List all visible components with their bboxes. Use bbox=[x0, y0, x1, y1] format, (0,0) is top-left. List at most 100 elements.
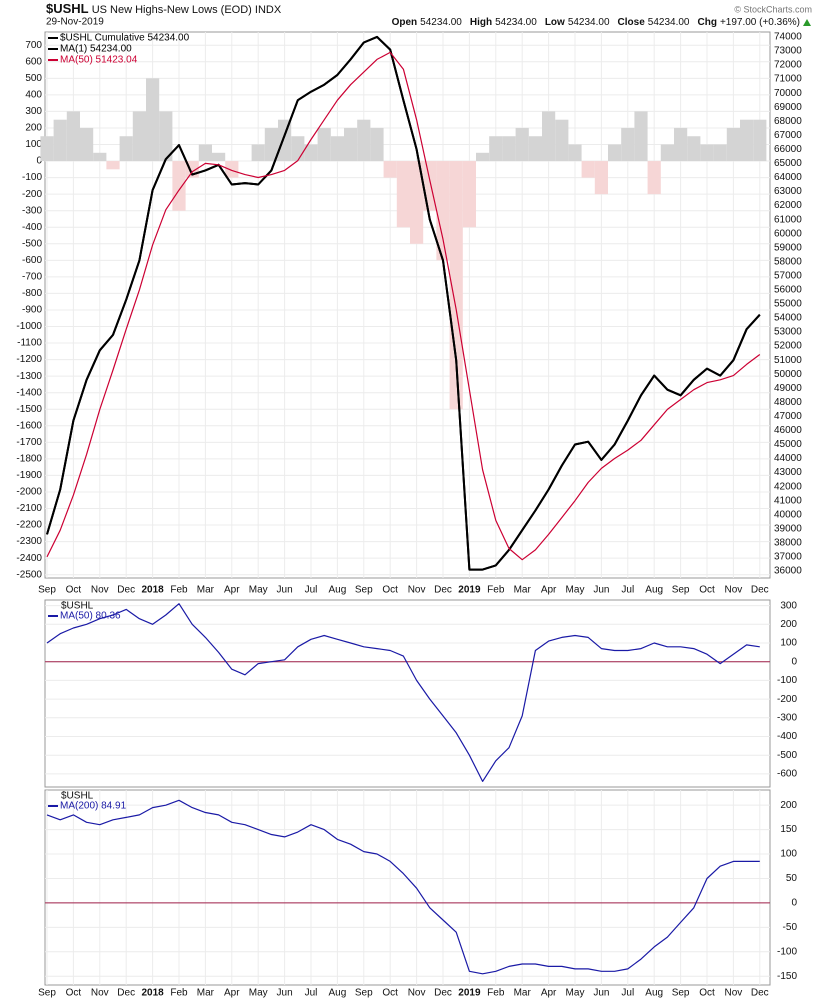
histogram-bar bbox=[317, 127, 331, 162]
x-tick-label: Dec bbox=[434, 585, 452, 596]
histogram-bar bbox=[502, 136, 516, 162]
y2-tick-label: 36000 bbox=[774, 566, 802, 577]
legend-title: $USHL bbox=[61, 791, 94, 802]
quote-value: 54234.00 bbox=[648, 17, 690, 28]
x-tick-label: Jul bbox=[305, 585, 318, 596]
y-tick-label: -2500 bbox=[16, 569, 42, 580]
histogram-bar bbox=[568, 144, 582, 162]
histogram-bar bbox=[172, 161, 186, 211]
series-line bbox=[46, 35, 761, 571]
y-tick-label: -1400 bbox=[16, 387, 42, 398]
legend-label: $USHL Cumulative 54234.00 bbox=[60, 33, 190, 44]
y-tick-label: -2300 bbox=[16, 536, 42, 547]
histogram-bar bbox=[674, 127, 688, 162]
histogram-bar bbox=[357, 119, 371, 162]
x-tick-label: Nov bbox=[91, 585, 109, 596]
histogram-bar bbox=[396, 161, 410, 228]
y2-tick-label: 55000 bbox=[774, 299, 802, 310]
date: 29-Nov-2019 bbox=[46, 17, 104, 28]
x-tick-label: Apr bbox=[541, 988, 557, 999]
x-tick-label: Aug bbox=[329, 585, 347, 596]
y2-tick-label: 50000 bbox=[774, 369, 802, 380]
histogram-bar bbox=[198, 144, 212, 162]
y2-tick-label: 69000 bbox=[774, 102, 802, 113]
histogram-bar bbox=[621, 127, 635, 162]
quote-label: High bbox=[470, 17, 492, 28]
y-tick-label: -500 bbox=[777, 750, 797, 761]
histogram-bar bbox=[410, 161, 424, 244]
y2-tick-label: 42000 bbox=[774, 481, 802, 492]
histogram-bar bbox=[700, 144, 714, 162]
histogram-bar bbox=[278, 119, 292, 162]
y-tick-label: -100 bbox=[777, 946, 797, 957]
histogram-bar bbox=[291, 136, 305, 162]
x-tick-label: Oct bbox=[66, 988, 82, 999]
histogram-bar bbox=[53, 119, 67, 162]
histogram-bar bbox=[132, 111, 146, 162]
y-tick-label: -100 bbox=[22, 172, 42, 183]
y-tick-label: -400 bbox=[22, 222, 42, 233]
y2-tick-label: 41000 bbox=[774, 495, 802, 506]
series-line bbox=[46, 799, 760, 975]
y-tick-label: -200 bbox=[22, 189, 42, 200]
y2-tick-label: 53000 bbox=[774, 327, 802, 338]
y-tick-label: 400 bbox=[25, 90, 42, 101]
y-tick-label: -1900 bbox=[16, 470, 42, 481]
histogram-bar bbox=[608, 144, 622, 162]
histogram-bar bbox=[515, 127, 529, 162]
y2-tick-label: 39000 bbox=[774, 523, 802, 534]
histogram-bar bbox=[713, 144, 727, 162]
x-tick-label: Sep bbox=[355, 988, 373, 999]
x-tick-label: May bbox=[249, 988, 268, 999]
histogram-bar bbox=[581, 161, 595, 178]
x-tick-label: Nov bbox=[91, 988, 109, 999]
y2-tick-label: 37000 bbox=[774, 552, 802, 563]
y2-tick-label: 47000 bbox=[774, 411, 802, 422]
histogram-bar bbox=[726, 127, 740, 162]
y-tick-label: 100 bbox=[780, 849, 797, 860]
y2-tick-label: 43000 bbox=[774, 467, 802, 478]
y2-tick-label: 56000 bbox=[774, 285, 802, 296]
y-tick-label: 200 bbox=[25, 123, 42, 134]
y-tick-label: -2000 bbox=[16, 487, 42, 498]
x-tick-label: 2018 bbox=[141, 585, 164, 596]
y2-tick-label: 61000 bbox=[774, 214, 802, 225]
histogram-bar bbox=[159, 111, 173, 162]
description: US New Highs-New Lows (EOD) bbox=[92, 4, 252, 16]
y-tick-label: -300 bbox=[777, 712, 797, 723]
y-tick-label: 300 bbox=[780, 600, 797, 611]
x-tick-label: Aug bbox=[645, 585, 663, 596]
x-tick-label: Jun bbox=[593, 585, 609, 596]
y-tick-label: -1700 bbox=[16, 437, 42, 448]
histogram-bar bbox=[146, 78, 160, 162]
histogram-bar bbox=[93, 152, 107, 162]
histogram-bar bbox=[489, 136, 503, 162]
y-tick-label: -2400 bbox=[16, 553, 42, 564]
x-tick-label: Dec bbox=[751, 585, 769, 596]
x-tick-label: Apr bbox=[541, 585, 557, 596]
y-tick-label: -1600 bbox=[16, 420, 42, 431]
y2-tick-label: 68000 bbox=[774, 116, 802, 127]
histogram-bar bbox=[449, 161, 463, 410]
y-tick-label: -2200 bbox=[16, 520, 42, 531]
x-tick-label: Oct bbox=[66, 585, 82, 596]
histogram-bar bbox=[40, 136, 54, 162]
x-tick-label: Dec bbox=[117, 988, 135, 999]
y-tick-label: 300 bbox=[25, 106, 42, 117]
y2-tick-label: 59000 bbox=[774, 242, 802, 253]
histogram-bar bbox=[119, 136, 133, 162]
panel-frame bbox=[44, 789, 771, 986]
y-tick-label: -300 bbox=[22, 205, 42, 216]
y-tick-label: -800 bbox=[22, 288, 42, 299]
y2-tick-label: 44000 bbox=[774, 453, 802, 464]
x-tick-label: Oct bbox=[382, 585, 398, 596]
panel-frame bbox=[44, 599, 771, 788]
x-tick-label: Dec bbox=[751, 988, 769, 999]
histogram-bar bbox=[80, 127, 94, 162]
y-tick-label: 0 bbox=[791, 898, 797, 909]
x-tick-label: Mar bbox=[514, 988, 532, 999]
histogram-bar bbox=[462, 161, 476, 228]
histogram-bar bbox=[383, 161, 397, 178]
x-tick-label: Jul bbox=[305, 988, 318, 999]
quote-label: Low bbox=[545, 17, 565, 28]
